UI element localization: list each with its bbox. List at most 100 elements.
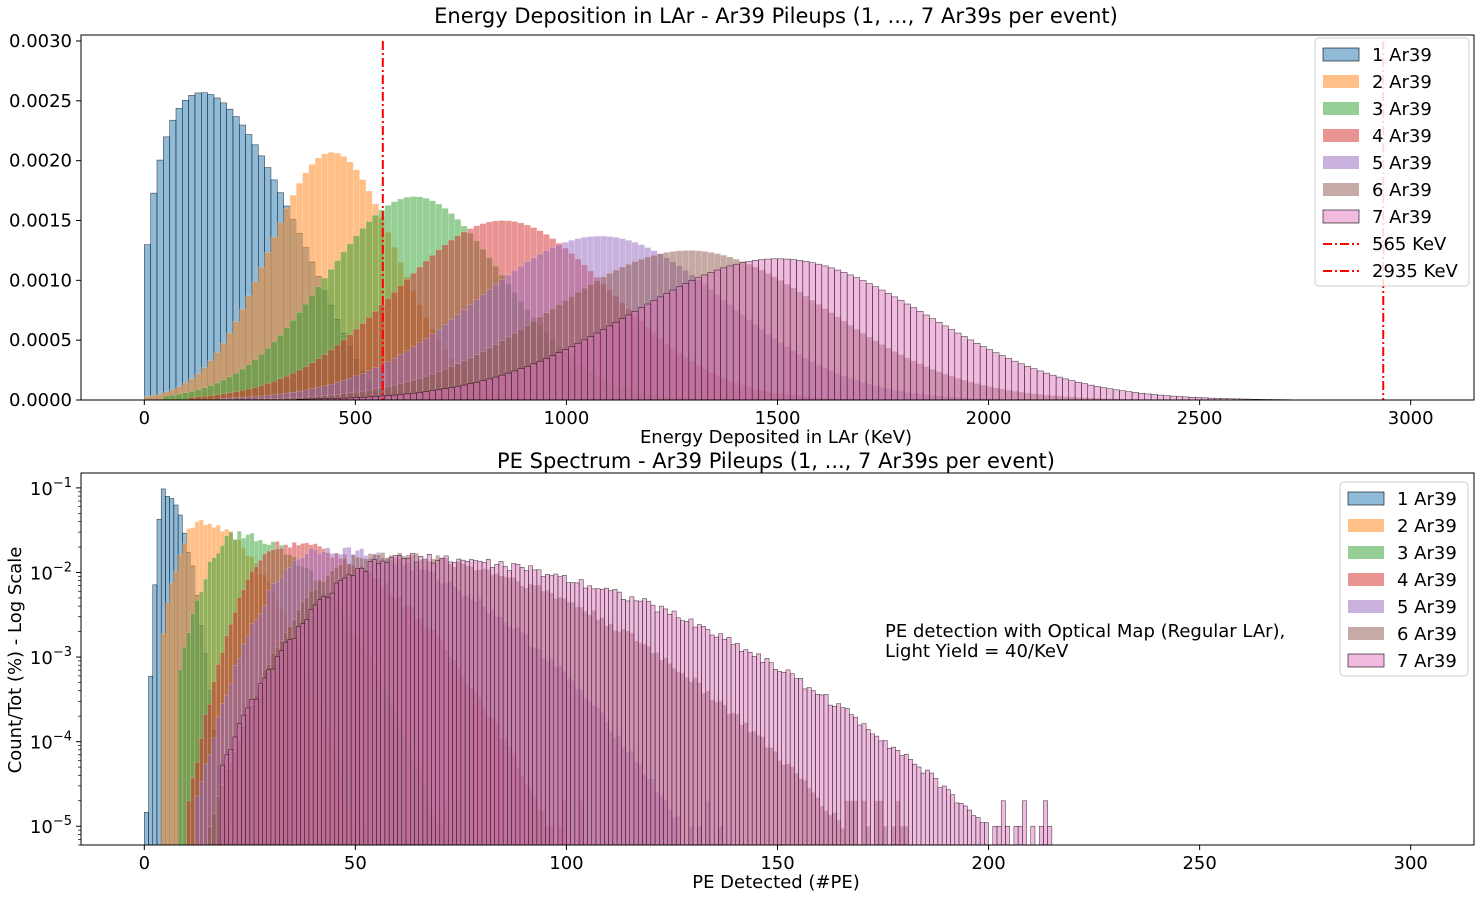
bar xyxy=(732,263,740,401)
bar xyxy=(971,815,977,846)
bar xyxy=(621,599,626,846)
bar xyxy=(304,619,310,846)
bar xyxy=(781,671,787,846)
bar xyxy=(523,366,531,401)
bar xyxy=(834,269,842,401)
bar xyxy=(464,561,470,846)
legend-swatch xyxy=(1323,129,1359,142)
bar xyxy=(722,639,728,846)
bar xyxy=(633,600,639,846)
legend-swatch xyxy=(1347,491,1385,506)
bar xyxy=(161,633,166,846)
series-7-ar39 xyxy=(220,553,1053,846)
bar xyxy=(350,575,356,846)
bar xyxy=(1176,396,1183,401)
bar xyxy=(466,383,474,401)
bar xyxy=(1030,368,1038,401)
bar xyxy=(743,649,749,846)
bar xyxy=(789,673,795,846)
bar xyxy=(570,582,576,846)
y-tick-label: 0.0000 xyxy=(9,390,72,411)
y-tick-label: 0.0010 xyxy=(9,270,72,291)
bar xyxy=(363,571,369,846)
bar xyxy=(659,605,664,846)
bar xyxy=(1017,363,1025,401)
bar xyxy=(317,599,322,846)
bar xyxy=(916,766,922,846)
bar xyxy=(334,582,339,846)
bar xyxy=(1074,381,1082,401)
bar xyxy=(688,280,696,401)
bar xyxy=(422,558,428,846)
bar xyxy=(485,378,493,401)
bar xyxy=(1068,380,1076,401)
bar xyxy=(296,626,301,846)
bar xyxy=(426,554,432,846)
bar xyxy=(376,563,381,846)
x-tick-label: 0 xyxy=(139,408,150,429)
bar xyxy=(960,336,968,401)
y-tick-label: 0.0020 xyxy=(9,151,72,172)
bar xyxy=(625,600,631,846)
bar xyxy=(806,687,812,846)
bar xyxy=(561,349,569,401)
bar xyxy=(410,553,415,846)
bar xyxy=(872,286,880,401)
bar xyxy=(967,339,975,401)
bar xyxy=(785,669,791,846)
bar xyxy=(692,626,698,846)
bar xyxy=(675,617,681,846)
bar xyxy=(1000,800,1006,846)
bar xyxy=(739,651,744,846)
bar xyxy=(312,604,318,846)
bar xyxy=(827,267,835,401)
bar xyxy=(532,569,538,846)
legend-box xyxy=(1314,37,1470,287)
bar xyxy=(642,598,647,846)
bar xyxy=(549,355,557,401)
bar xyxy=(684,621,690,846)
bar xyxy=(207,395,215,401)
bar xyxy=(498,374,506,401)
bar xyxy=(190,777,196,846)
bar xyxy=(397,555,403,846)
bar xyxy=(663,293,671,401)
bar xyxy=(460,384,468,401)
y-tick-label: 10−5 xyxy=(30,814,72,838)
bar xyxy=(631,311,639,401)
bar xyxy=(266,669,272,846)
bar xyxy=(832,706,837,846)
legend-swatch xyxy=(1347,653,1385,668)
legend-swatch xyxy=(1348,546,1384,559)
x-tick-label: 0 xyxy=(139,853,150,874)
bar xyxy=(291,638,297,846)
x-tick-label: 1500 xyxy=(755,408,801,429)
bar xyxy=(840,707,846,846)
bar xyxy=(910,307,918,401)
bar xyxy=(169,582,175,846)
x-axis-label: Energy Deposited in LAr (KeV) xyxy=(640,427,912,448)
chart-title: Energy Deposition in LAr - Ar39 Pileups … xyxy=(434,4,1118,28)
bar xyxy=(173,571,179,846)
bar xyxy=(745,261,753,401)
pe-spectrum-chart: PE Spectrum - Ar39 Pileups (1, ..., 7 Ar… xyxy=(5,449,1475,893)
bar xyxy=(903,753,909,846)
legend-label: 4 Ar39 xyxy=(1397,570,1457,591)
legend-swatch xyxy=(1323,156,1359,169)
bar xyxy=(148,675,154,846)
bar xyxy=(764,658,770,846)
bar xyxy=(583,587,588,846)
bar xyxy=(811,690,816,846)
legend-label: 7 Ar39 xyxy=(1397,651,1457,672)
bar xyxy=(878,289,886,401)
bar xyxy=(507,570,512,846)
bar xyxy=(441,388,449,401)
bar xyxy=(435,389,443,401)
bar xyxy=(1169,395,1177,401)
bar xyxy=(553,573,559,846)
bar xyxy=(519,567,525,846)
bar xyxy=(150,192,158,401)
bar xyxy=(777,258,785,401)
bar xyxy=(973,342,981,401)
bar xyxy=(865,729,871,846)
